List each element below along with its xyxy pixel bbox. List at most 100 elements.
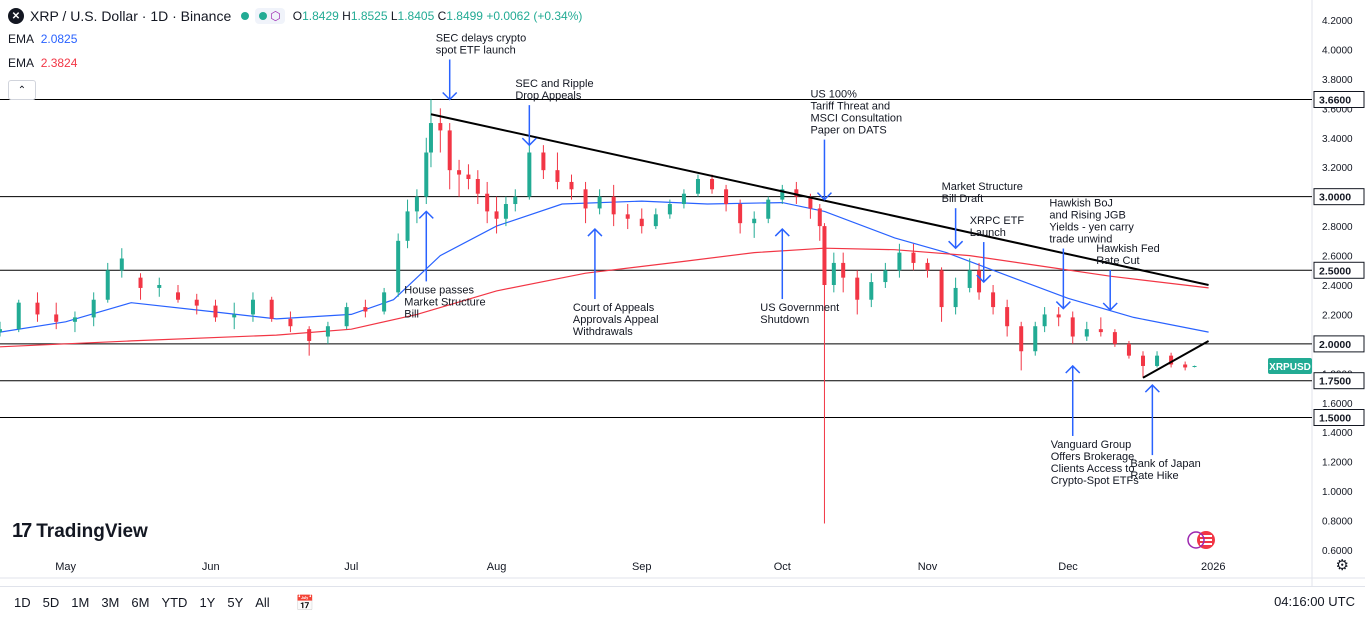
level-price-label: 3.0000 [1319, 192, 1351, 204]
annotation-label: Market Structure [404, 296, 485, 308]
candle-body [494, 211, 499, 219]
ascending-trendline [1142, 340, 1210, 379]
candle-body [1155, 355, 1160, 366]
annotation-label: Paper on DATS [810, 125, 886, 137]
tradingview-logo[interactable]: 17 TradingView [12, 520, 148, 543]
annotation-arrowhead [521, 137, 537, 147]
high-value: 1.8525 [350, 9, 388, 23]
level-price-label: 1.5000 [1319, 413, 1351, 425]
candle-body [911, 252, 916, 263]
x-tick-label: Oct [774, 561, 791, 573]
y-tick-label: 4.0000 [1322, 45, 1353, 56]
annotation-label: Vanguard Group [1051, 439, 1132, 451]
settings-gear-icon[interactable]: ⚙ [1335, 557, 1349, 574]
price-chart[interactable]: 0.60000.80001.00001.20001.40001.60001.80… [0, 0, 1365, 586]
candle-body [897, 252, 902, 271]
annotation-arrowhead [976, 274, 992, 284]
ema-fast-legend[interactable]: EMA 2.0825 [8, 32, 77, 46]
indicator-pill[interactable]: ⬡ [255, 8, 285, 24]
candle-body [269, 299, 274, 319]
annotation-label: Launch [970, 227, 1006, 239]
market-status-icon[interactable] [241, 12, 250, 20]
annotation-label: trade unwind [1049, 234, 1112, 246]
candle-body [883, 270, 888, 283]
ema-fast-label: EMA [8, 32, 35, 46]
timeframe-all[interactable]: All [255, 595, 270, 610]
low-label: L [390, 9, 398, 23]
candle-body [382, 292, 387, 312]
annotation-arrowhead [418, 210, 434, 219]
calendar-range-icon[interactable]: 📅 [295, 594, 315, 612]
candle-body [780, 189, 785, 200]
candle-body [1005, 307, 1010, 327]
candle-body [288, 318, 293, 327]
symbol-tag-label: XRPUSD [1269, 362, 1311, 373]
timeframe-1d[interactable]: 1D [14, 595, 31, 610]
timeframe-ytd[interactable]: YTD [161, 595, 188, 610]
candle-body [438, 123, 443, 131]
candle-body [1084, 329, 1089, 337]
candle-body [794, 189, 799, 197]
news-flag-icon[interactable] [1186, 530, 1216, 550]
y-tick-label: 2.6000 [1322, 252, 1353, 263]
y-tick-label: 0.8000 [1322, 517, 1353, 528]
close-label: C [437, 9, 447, 23]
annotation-label: Shutdown [760, 314, 809, 326]
timeframe-1m[interactable]: 1M [71, 595, 90, 610]
level-price-tag [1313, 91, 1365, 108]
close-value: 1.8499 [446, 9, 483, 23]
timeframe-5d[interactable]: 5D [42, 595, 60, 610]
candle-body [91, 299, 96, 318]
candle-body [831, 262, 836, 285]
y-tick-label: 3.6000 [1322, 104, 1353, 115]
candle-body [457, 170, 462, 175]
candle-body [667, 204, 672, 215]
candle-body [0, 329, 2, 333]
annotation-label: and Rising JGB [1049, 210, 1125, 222]
candle-body [653, 214, 658, 227]
candle-body [1183, 364, 1188, 368]
candle-body [105, 270, 110, 300]
candle-body [1126, 343, 1131, 356]
symbol-title[interactable]: XRP / U.S. Dollar · 1D · Binance [30, 8, 232, 24]
utc-clock[interactable]: 04:16:00 UTC [1274, 594, 1355, 609]
candle-body [1033, 326, 1038, 352]
ema-slow-legend[interactable]: EMA 2.3824 [8, 56, 77, 70]
candle-body [54, 314, 59, 322]
candle-body [16, 302, 21, 330]
annotation-label: XRPC ETF [970, 215, 1025, 227]
annotation-label: Tariff Threat and [810, 101, 890, 113]
timeframe-5y[interactable]: 5Y [227, 595, 244, 610]
candle-body [925, 262, 930, 271]
timeframe-6m[interactable]: 6M [131, 595, 150, 610]
annotation-label: Rate Hike [1130, 470, 1178, 482]
candle-body [710, 179, 715, 190]
candle-body [1169, 355, 1174, 365]
change-value: +0.0062 (+0.34%) [486, 9, 583, 23]
annotation-arrowhead [774, 227, 790, 237]
annotation-label: Court of Appeals [573, 302, 655, 314]
annotation-arrowhead [587, 227, 603, 237]
level-price-label: 3.6600 [1319, 95, 1351, 107]
candle-body [939, 270, 944, 308]
candle-body [625, 214, 630, 219]
annotation-label: Withdrawals [573, 326, 633, 338]
annotation-label: Hawkish Fed [1096, 243, 1160, 255]
level-price-label: 1.7500 [1319, 376, 1351, 388]
annotation-label: Clients Access to [1051, 463, 1135, 475]
candle-body [597, 196, 602, 209]
y-tick-label: 3.4000 [1322, 134, 1353, 145]
candle-body [485, 193, 490, 212]
chart-header: ✕ XRP / U.S. Dollar · 1D · Binance ⬡ O1.… [8, 6, 582, 26]
candle-body [724, 189, 729, 205]
timeframe-1y[interactable]: 1Y [199, 595, 216, 610]
level-price-label: 2.5000 [1319, 265, 1351, 277]
xrp-logo-icon[interactable]: ✕ [8, 8, 24, 24]
y-tick-label: 1.4000 [1322, 428, 1353, 439]
level-price-tag [1313, 261, 1365, 279]
collapse-legend-button[interactable]: ⌃ [8, 80, 36, 100]
x-tick-label: Sep [632, 561, 652, 573]
annotation-label: Crypto-Spot ETFs [1051, 475, 1140, 487]
y-tick-label: 0.6000 [1322, 546, 1353, 557]
timeframe-3m[interactable]: 3M [101, 595, 120, 610]
